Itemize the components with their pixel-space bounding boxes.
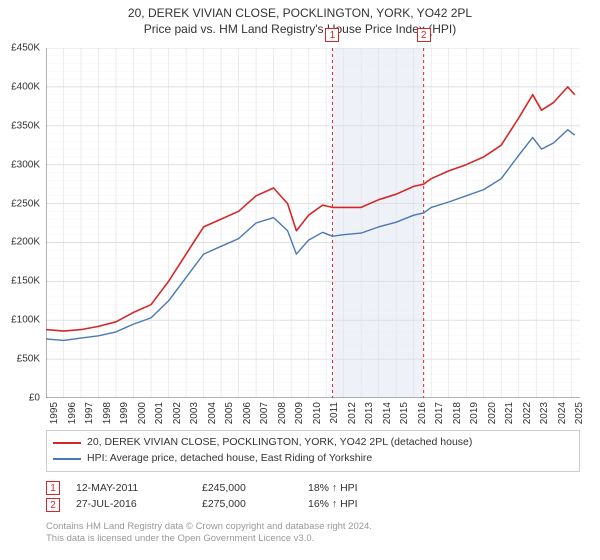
x-tick-label: 2020: [487, 402, 498, 424]
x-tick-label: 2023: [539, 402, 550, 424]
transaction-price: £245,000: [202, 480, 292, 497]
legend-label: 20, DEREK VIVIAN CLOSE, POCKLINGTON, YOR…: [87, 435, 472, 451]
transaction-row: 2 27-JUL-2016 £275,000 16% ↑ HPI: [46, 496, 580, 513]
legend-item: HPI: Average price, detached house, East…: [53, 451, 573, 467]
x-tick-label: 2022: [522, 402, 533, 424]
y-tick-label: £350K: [11, 120, 40, 131]
legend-item: 20, DEREK VIVIAN CLOSE, POCKLINGTON, YOR…: [53, 435, 573, 451]
y-tick-label: £150K: [11, 276, 40, 287]
legend-swatch: [53, 458, 81, 460]
x-tick-label: 2021: [504, 402, 515, 424]
transaction-diff: 18% ↑ HPI: [308, 480, 358, 497]
x-tick-label: 2010: [312, 402, 323, 424]
x-tick-label: 2008: [277, 402, 288, 424]
legend-label: HPI: Average price, detached house, East…: [87, 451, 372, 467]
transaction-date: 12-MAY-2011: [76, 480, 186, 497]
x-tick-label: 1997: [84, 402, 95, 424]
x-tick-label: 1999: [119, 402, 130, 424]
x-tick-label: 2014: [382, 402, 393, 424]
transactions-table: 1 12-MAY-2011 £245,000 18% ↑ HPI 2 27-JUL-201…: [46, 480, 580, 514]
y-tick-label: £450K: [11, 43, 40, 54]
copyright-line-1: Contains HM Land Registry data © Crown c…: [46, 521, 580, 533]
legend-swatch: [53, 442, 81, 444]
x-tick-label: 2003: [189, 402, 200, 424]
transaction-row: 1 12-MAY-2011 £245,000 18% ↑ HPI: [46, 480, 580, 497]
x-tick-label: 2013: [364, 402, 375, 424]
x-tick-label: 2019: [469, 402, 480, 424]
x-tick-label: 2002: [172, 402, 183, 424]
transaction-flag: 1: [46, 481, 60, 495]
x-tick-label: 2005: [224, 402, 235, 424]
y-tick-label: £300K: [11, 159, 40, 170]
y-tick-label: £0: [29, 393, 40, 404]
chart-area: £0£50K£100K£150K£200K£250K£300K£350K£400…: [46, 48, 580, 398]
chart-title-block: 20, DEREK VIVIAN CLOSE, POCKLINGTON, YOR…: [0, 0, 600, 36]
x-tick-label: 2011: [329, 402, 340, 424]
y-tick-label: £50K: [17, 354, 40, 365]
copyright-line-2: This data is licensed under the Open Gov…: [46, 533, 580, 545]
bottom-block: 20, DEREK VIVIAN CLOSE, POCKLINGTON, YOR…: [46, 430, 580, 546]
x-tick-label: 1998: [102, 402, 113, 424]
y-tick-label: £250K: [11, 198, 40, 209]
title-line-1: 20, DEREK VIVIAN CLOSE, POCKLINGTON, YOR…: [0, 6, 600, 20]
copyright-notice: Contains HM Land Registry data © Crown c…: [46, 521, 580, 546]
transaction-marker: 1: [325, 28, 339, 42]
y-tick-label: £100K: [11, 315, 40, 326]
x-tick-label: 2009: [294, 402, 305, 424]
y-tick-label: £400K: [11, 81, 40, 92]
transaction-price: £275,000: [202, 496, 292, 513]
x-tick-label: 2024: [557, 402, 568, 424]
x-tick-label: 2016: [417, 402, 428, 424]
x-tick-label: 2004: [207, 402, 218, 424]
transaction-diff: 16% ↑ HPI: [308, 496, 358, 513]
x-tick-label: 2015: [399, 402, 410, 424]
transaction-flag: 2: [46, 498, 60, 512]
x-tick-label: 2025: [574, 402, 585, 424]
transaction-date: 27-JUL-2016: [76, 496, 186, 513]
x-tick-label: 2006: [242, 402, 253, 424]
x-tick-label: 1996: [67, 402, 78, 424]
x-tick-label: 2012: [347, 402, 358, 424]
line-chart-svg: [46, 48, 580, 398]
x-tick-label: 2007: [259, 402, 270, 424]
title-line-2: Price paid vs. HM Land Registry's House …: [0, 22, 600, 36]
x-tick-label: 1995: [49, 402, 60, 424]
x-tick-label: 2018: [452, 402, 463, 424]
y-tick-label: £200K: [11, 237, 40, 248]
x-tick-label: 2000: [137, 402, 148, 424]
x-tick-label: 2001: [154, 402, 165, 424]
transaction-marker: 2: [417, 28, 431, 42]
legend: 20, DEREK VIVIAN CLOSE, POCKLINGTON, YOR…: [46, 430, 580, 472]
x-tick-label: 2017: [434, 402, 445, 424]
